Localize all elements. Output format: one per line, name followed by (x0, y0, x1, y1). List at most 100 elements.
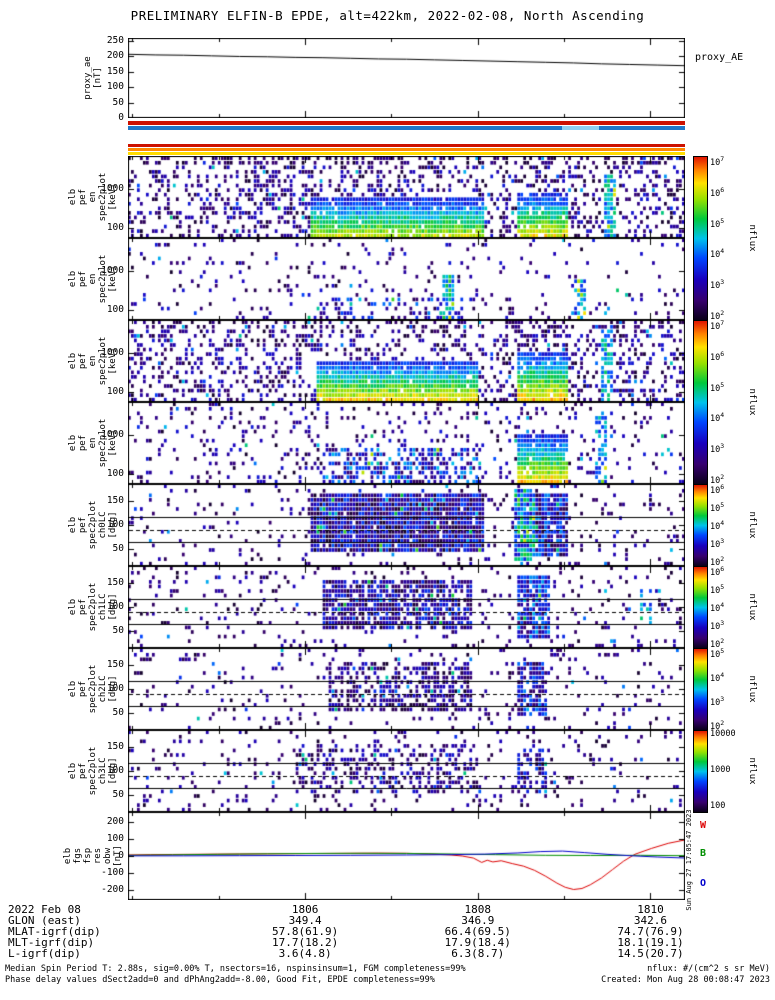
y-tick-label-pa1: 100 (106, 601, 124, 612)
y-tick-label-proxy_ae: 50 (112, 96, 124, 108)
xaxis-row-value: 349.4 (288, 914, 322, 927)
footer-created-timestamp: Created: Mon Aug 28 00:08:47 2023 (601, 975, 770, 985)
colorbar-tick-label-pa0: 103 (710, 537, 725, 550)
status-strip-strips_a-1 (128, 126, 685, 130)
xaxis-date-label: 2022 Feb 08 (8, 903, 81, 916)
y-tick-label-proxy_ae: 0 (118, 112, 124, 123)
footer-nflux-units: nflux: #/(cm^2 s sr MeV) (647, 964, 770, 974)
panel-canvas-en1 (128, 238, 685, 320)
colorbar-pa0 (693, 484, 708, 567)
y-tick-label-en3: 100 (106, 467, 124, 479)
y-tick-label-en1: 1000 (101, 264, 124, 276)
panel-canvas-proxy_ae (128, 38, 685, 118)
y-tick-label-en2: 1000 (101, 346, 124, 358)
colorbar-tick-label-pa3: 1000 (710, 765, 731, 775)
y-tick-label-en1: 100 (106, 303, 124, 315)
y-tick-label-proxy_ae: 200 (106, 50, 124, 62)
colorbar-tick-label-en23: 107 (710, 319, 725, 332)
colorbar-tick-label-pa3: 10000 (710, 729, 736, 739)
colorbar-tick-label-pa1: 104 (710, 601, 725, 614)
colorbar-tick-label-pa1: 105 (710, 583, 725, 596)
colorbar-tick-label-en01: 103 (710, 278, 725, 292)
panel-canvas-pa0 (128, 484, 685, 566)
xaxis-row-value: 346.9 (461, 914, 495, 927)
legend-letter-W: W (700, 820, 707, 832)
panel-right-label-proxy_ae: proxy_AE (695, 52, 744, 63)
xaxis-row-label: GLON (east) (8, 914, 81, 927)
colorbar-axis-label-pa3: nflux (747, 756, 757, 785)
y-tick-label-pa3: 150 (106, 740, 124, 752)
xaxis-row-label: MLT-igrf(dip) (8, 936, 95, 949)
panel-canvas-en3 (128, 402, 685, 484)
colorbar-tick-label-en01: 104 (710, 247, 725, 261)
colorbar-axis-label-pa0: nflux (747, 510, 757, 539)
colorbar-tick-label-pa1: 103 (710, 619, 725, 632)
y-tick-label-proxy_ae: 100 (106, 81, 124, 93)
status-strip-strips_a-0 (128, 121, 685, 125)
status-strip-strips_b-2 (128, 152, 685, 155)
xaxis-row-value: 18.1(19.1) (617, 936, 684, 949)
colorbar-tick-label-pa0: 104 (710, 519, 725, 532)
xaxis-row-value: 342.6 (633, 914, 668, 927)
y-tick-label-fgs: 200 (106, 816, 124, 828)
y-tick-label-fgs: 100 (106, 833, 124, 845)
xaxis-row-value: 3.6(4.8) (278, 947, 332, 960)
y-tick-label-pa3: 100 (106, 765, 124, 776)
xaxis-time-tick-label: 1806 (291, 903, 319, 916)
y-tick-label-pa0: 50 (112, 543, 124, 555)
panel-canvas-pa2 (128, 648, 685, 730)
colorbar-tick-label-en23: 103 (710, 442, 725, 456)
plot-title: PRELIMINARY ELFIN-B EPDE, alt=422km, 202… (130, 8, 645, 23)
colorbar-axis-label-pa2: nflux (747, 674, 757, 703)
xaxis-row-value: 74.7(76.9) (617, 925, 684, 938)
y-tick-label-en2: 100 (106, 385, 124, 397)
colorbar-axis-label-en23: nflux (747, 387, 757, 416)
y-tick-label-pa0: 100 (106, 519, 124, 530)
panel-canvas-en2 (128, 320, 685, 402)
legend-letter-B: B (700, 848, 707, 860)
y-tick-label-fgs: -100 (101, 866, 124, 878)
panel-canvas-pa3 (128, 730, 685, 812)
y-tick-label-en0: 100 (106, 221, 124, 233)
colorbar-en23 (693, 320, 708, 485)
colorbar-axis-label-en01: nflux (747, 223, 757, 252)
y-tick-label-en3: 1000 (101, 428, 124, 440)
colorbar-tick-label-pa2: 105 (710, 647, 725, 660)
xaxis-row-label: MLAT-igrf(dip) (8, 925, 101, 938)
xaxis-row-value: 66.4(69.5) (444, 925, 511, 938)
plot-side-timestamp: Sun Aug 27 17:05:47 2023 (685, 809, 693, 911)
panel-canvas-en0 (128, 156, 685, 238)
xaxis-row-value: 17.7(18.2) (272, 936, 339, 949)
y-tick-label-proxy_ae: 150 (106, 65, 124, 77)
legend-letter-O: O (700, 878, 707, 890)
colorbar-pa2 (693, 648, 708, 731)
colorbar-tick-label-pa2: 104 (710, 671, 725, 684)
xaxis-time-tick-label: 1808 (464, 903, 492, 916)
status-strip-strips_b-1 (128, 148, 685, 151)
y-tick-label-fgs: 0 (118, 850, 124, 861)
y-tick-label-en0: 1000 (101, 182, 124, 194)
y-tick-label-pa1: 50 (112, 625, 124, 637)
colorbar-tick-label-en23: 106 (710, 349, 725, 363)
y-tick-label-pa3: 50 (112, 789, 124, 801)
colorbar-tick-label-en23: 105 (710, 380, 725, 394)
colorbar-tick-label-en01: 105 (710, 216, 725, 230)
colorbar-pa1 (693, 566, 708, 649)
status-strip-highlight (562, 126, 599, 130)
colorbar-tick-label-pa0: 105 (710, 501, 725, 514)
panel-canvas-fgs (128, 812, 685, 900)
colorbar-tick-label-pa1: 106 (710, 565, 725, 578)
colorbar-tick-label-en01: 102 (710, 309, 725, 322)
xaxis-row-value: 57.8(61.9) (272, 925, 339, 938)
xaxis-row-value: 6.3(8.7) (451, 947, 505, 960)
xaxis-row-value: 14.5(20.7) (617, 947, 684, 960)
xaxis-time-tick-label: 1810 (637, 903, 664, 916)
colorbar-tick-label-en01: 106 (710, 185, 725, 199)
colorbar-tick-label-en23: 102 (710, 473, 725, 486)
colorbar-axis-label-pa1: nflux (747, 592, 757, 621)
footer-spin-period-text: Median Spin Period T: 2.88s, sig=0.00% T… (5, 964, 466, 974)
footer-phase-delay-text: Phase delay values dSect2add=0 and dPhAn… (5, 975, 435, 985)
panel-canvas-pa1 (128, 566, 685, 648)
colorbar-tick-label-en23: 104 (710, 411, 725, 425)
